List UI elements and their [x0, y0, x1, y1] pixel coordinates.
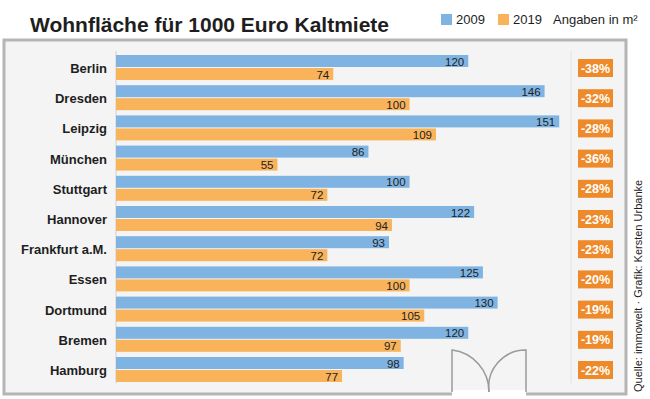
bars	[116, 55, 559, 382]
change-box	[578, 150, 613, 168]
data-label: 86	[352, 146, 365, 158]
change-box	[578, 270, 613, 288]
change-box	[578, 301, 613, 319]
category-label: Dresden	[55, 91, 107, 106]
data-label: 98	[387, 358, 400, 370]
legend-swatch	[441, 14, 452, 25]
chart: Wohnfläche für 1000 Euro Kaltmiete 2009 20…	[0, 0, 650, 399]
category-label: Stuttgart	[53, 182, 108, 197]
change-label: -19%	[581, 333, 610, 347]
data-label: 72	[311, 189, 324, 201]
bar	[116, 176, 410, 188]
data-label: 100	[386, 280, 405, 292]
data-label: 100	[386, 99, 405, 111]
bar	[116, 189, 327, 201]
data-label: 120	[445, 327, 464, 339]
change-box	[578, 59, 613, 77]
data-label: 72	[311, 250, 324, 262]
data-label: 105	[401, 310, 420, 322]
data-label: 55	[261, 159, 274, 171]
bar	[116, 68, 333, 80]
source: Quelle: immowelt · Grafik: Kersten Urban…	[632, 180, 644, 392]
bar	[116, 146, 368, 158]
data-label: 93	[372, 237, 385, 249]
change-label: -20%	[581, 273, 610, 287]
bar	[116, 310, 424, 322]
data-label: 146	[521, 86, 540, 98]
change-label: -19%	[581, 303, 610, 317]
bar	[116, 128, 436, 140]
change-box	[578, 361, 613, 379]
data-label: 97	[384, 340, 397, 352]
door	[452, 350, 489, 392]
bar	[116, 206, 474, 218]
bar	[116, 98, 410, 110]
data-label: 100	[386, 176, 405, 188]
change-label: -38%	[581, 62, 610, 76]
change-label: -22%	[581, 364, 610, 378]
unit-note: Angaben in m²	[553, 12, 638, 27]
title: Wohnfläche für 1000 Euro Kaltmiete	[30, 13, 389, 36]
bar	[116, 159, 277, 171]
data-label: 125	[460, 267, 479, 279]
range-end-line	[571, 51, 572, 383]
change-box	[578, 180, 613, 198]
category-label: Bremen	[59, 333, 107, 348]
bar	[116, 327, 468, 339]
bar	[116, 279, 410, 291]
door	[489, 350, 526, 392]
data-label: 74	[316, 69, 329, 81]
bar	[116, 370, 342, 382]
change-box	[578, 331, 613, 349]
category-label: Berlin	[70, 61, 107, 76]
change-label: -36%	[581, 152, 610, 166]
change-box	[578, 89, 613, 107]
category-label: Frankfurt a.M.	[21, 242, 107, 257]
change-label: -28%	[581, 122, 610, 136]
category-label: München	[50, 152, 107, 167]
change-label: -23%	[581, 243, 610, 257]
bar	[116, 85, 545, 97]
bar	[116, 115, 559, 127]
change-label: -32%	[581, 92, 610, 106]
bar	[116, 249, 327, 261]
category-label: Essen	[69, 272, 107, 287]
bar	[116, 55, 468, 67]
change-label: -23%	[581, 213, 610, 227]
change-box	[578, 119, 613, 137]
bar	[116, 357, 404, 369]
category-label: Hannover	[47, 212, 107, 227]
data-label: 77	[325, 371, 338, 383]
legend-label: 2019	[513, 12, 542, 27]
legend-swatch	[498, 14, 509, 25]
bar	[116, 340, 401, 352]
data-label: 109	[413, 129, 432, 141]
data-label: 94	[375, 220, 388, 232]
change-box	[578, 210, 613, 228]
change-box	[578, 240, 613, 258]
background	[0, 0, 650, 399]
bar	[116, 219, 392, 231]
bar	[116, 236, 389, 248]
category-label: Hamburg	[50, 363, 107, 378]
change-label: -28%	[581, 182, 610, 196]
category-label: Dortmund	[45, 303, 107, 318]
legend-label: 2009	[456, 12, 485, 27]
bar	[116, 266, 483, 278]
data-label: 120	[445, 56, 464, 68]
labels: Berlin 120 74 -38% Dresden 146 100 -32% Leipzig 1…	[21, 56, 613, 383]
bar	[116, 297, 498, 309]
data-label: 122	[451, 207, 470, 219]
room-frame	[4, 40, 626, 394]
data-label: 151	[536, 116, 555, 128]
data-label: 130	[474, 297, 493, 309]
category-label: Leipzig	[62, 121, 107, 136]
